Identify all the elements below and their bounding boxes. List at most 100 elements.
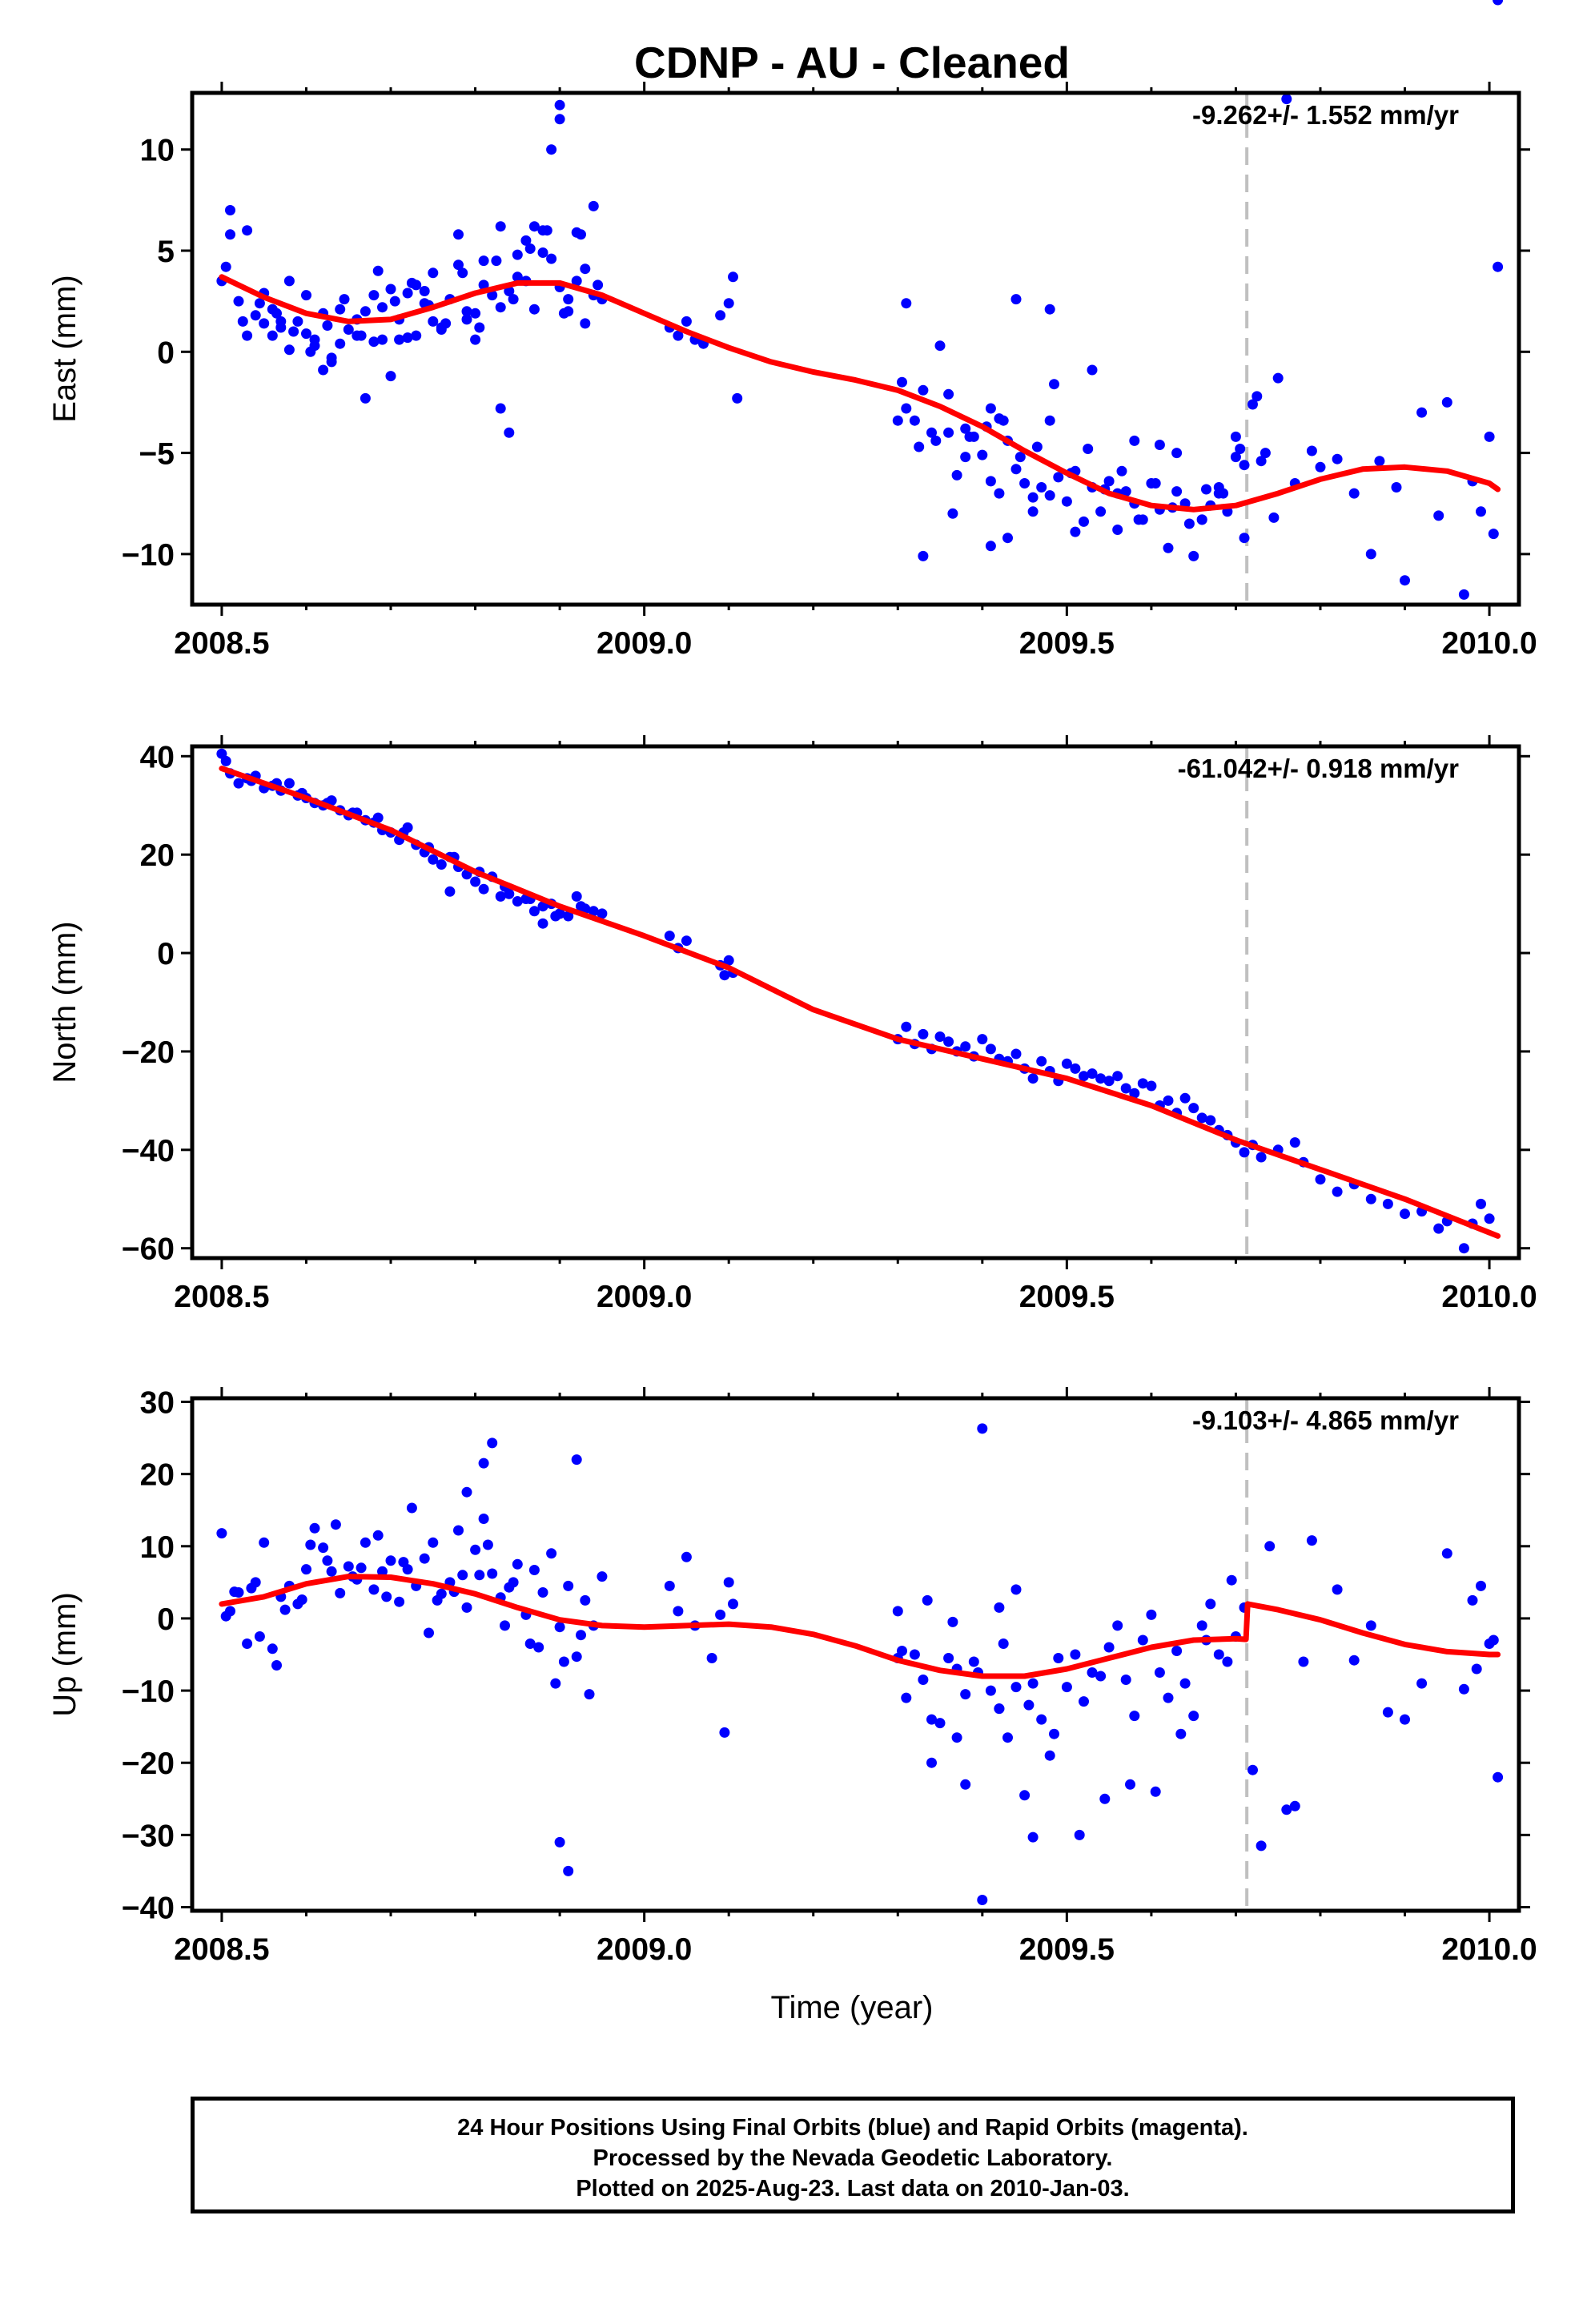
east-y-tick-label: −10: [122, 538, 175, 573]
footer-line-1: 24 Hour Positions Using Final Orbits (bl…: [457, 2115, 1248, 2141]
east-data-point: [288, 326, 299, 337]
up-rate-annotation: -9.103+/- 4.865 mm/yr: [1192, 1405, 1459, 1435]
east-data-point: [715, 310, 726, 321]
up-data-point: [318, 1542, 329, 1554]
east-data-point: [960, 452, 971, 463]
up-data-point: [934, 1718, 946, 1729]
up-data-point: [1079, 1696, 1089, 1707]
up-data-point: [1264, 1541, 1276, 1552]
up-data-point: [922, 1594, 933, 1606]
east-data-point: [1133, 514, 1144, 525]
east-data-point: [377, 302, 388, 313]
up-data-point: [1010, 1584, 1022, 1595]
east-data-point: [275, 316, 287, 327]
north-data-point: [1163, 1095, 1174, 1106]
east-data-point: [1315, 461, 1326, 472]
north-y-axis-label: North (mm): [47, 921, 82, 1083]
east-data-point: [1079, 516, 1089, 527]
east-data-point: [985, 403, 996, 414]
up-data-point: [279, 1604, 291, 1615]
east-rate-annotation: -9.262+/- 1.552 mm/yr: [1192, 100, 1459, 130]
up-data-point: [706, 1653, 717, 1663]
north-frame: [190, 744, 1521, 1261]
east-data-point: [1493, 261, 1504, 272]
east-data-point: [470, 308, 481, 319]
east-data-point: [487, 290, 498, 301]
east-data-point: [558, 308, 569, 319]
east-data-point: [1019, 478, 1031, 489]
up-data-point: [1019, 1790, 1031, 1801]
east-fit-line: [219, 274, 1501, 513]
north-data-point: [681, 935, 692, 947]
east-data-point: [1188, 550, 1199, 561]
east-data-point: [892, 415, 903, 426]
east-data-point: [301, 328, 311, 340]
north-data-point: [1179, 1092, 1191, 1104]
up-data-point: [322, 1555, 333, 1566]
east-data-point: [491, 255, 502, 267]
up-data-point: [563, 1580, 574, 1591]
east-data-point: [1230, 452, 1241, 463]
east-data-point: [546, 144, 557, 155]
east-data-point: [508, 294, 519, 305]
east-data-point: [1154, 440, 1165, 450]
east-data-point: [1014, 452, 1026, 463]
east-data-point: [292, 316, 303, 327]
up-data-point: [1027, 1831, 1039, 1843]
north-data-point: [495, 891, 506, 902]
up-data-point: [1044, 1750, 1055, 1761]
up-y-tick-label: −20: [122, 1747, 175, 1781]
up-data-point: [1488, 1634, 1499, 1646]
up-data-point: [478, 1514, 489, 1524]
east-data-point: [1400, 575, 1410, 586]
up-data-point: [1441, 1548, 1452, 1559]
east-data-point: [723, 298, 734, 309]
up-data-point: [580, 1594, 591, 1606]
east-data-point: [436, 324, 447, 335]
east-data-point: [360, 306, 371, 317]
up-data-point: [1112, 1620, 1123, 1631]
east-data-point: [309, 334, 320, 345]
north-data-point: [1433, 1223, 1444, 1234]
east-data-point: [1112, 525, 1123, 535]
north-data-point: [576, 901, 586, 912]
up-data-point: [1175, 1728, 1187, 1739]
north-data-point: [436, 859, 447, 870]
up-data-point: [500, 1620, 510, 1631]
east-x-tick-label: 2009.5: [1019, 626, 1115, 661]
east-data-point: [554, 99, 565, 111]
up-data-point: [1103, 1642, 1115, 1653]
up-data-point: [1467, 1594, 1478, 1606]
up-data-point: [926, 1757, 937, 1768]
up-data-point: [576, 1630, 586, 1641]
up-data-point: [546, 1548, 557, 1559]
east-data-point: [305, 346, 316, 357]
north-data-point: [1315, 1174, 1326, 1185]
east-data-point: [1248, 399, 1258, 410]
east-data-point: [453, 259, 464, 271]
east-data-point: [1183, 518, 1195, 529]
up-data-point: [1125, 1779, 1135, 1790]
up-data-point: [229, 1586, 240, 1598]
north-data-point: [563, 911, 574, 922]
east-data-point: [947, 508, 958, 519]
up-data-point: [394, 1596, 405, 1607]
north-data-point: [283, 778, 295, 789]
up-data-point: [584, 1689, 595, 1700]
east-data-point: [1391, 482, 1402, 493]
east-data-point: [1070, 526, 1081, 537]
east-data-point: [930, 435, 942, 446]
east-y-tick-label: −5: [139, 437, 175, 472]
up-data-point: [1146, 1609, 1157, 1620]
up-data-point: [1471, 1663, 1482, 1675]
up-data-point: [267, 1643, 278, 1655]
up-data-point: [664, 1580, 675, 1591]
east-data-point: [428, 267, 439, 279]
up-data-point: [242, 1638, 253, 1649]
east-data-point: [985, 541, 996, 552]
up-data-point: [330, 1519, 341, 1530]
east-data-point: [964, 431, 975, 442]
up-data-point: [1070, 1649, 1081, 1660]
east-x-tick-label: 2008.5: [174, 626, 269, 661]
east-y-axis-label: East (mm): [47, 275, 82, 422]
